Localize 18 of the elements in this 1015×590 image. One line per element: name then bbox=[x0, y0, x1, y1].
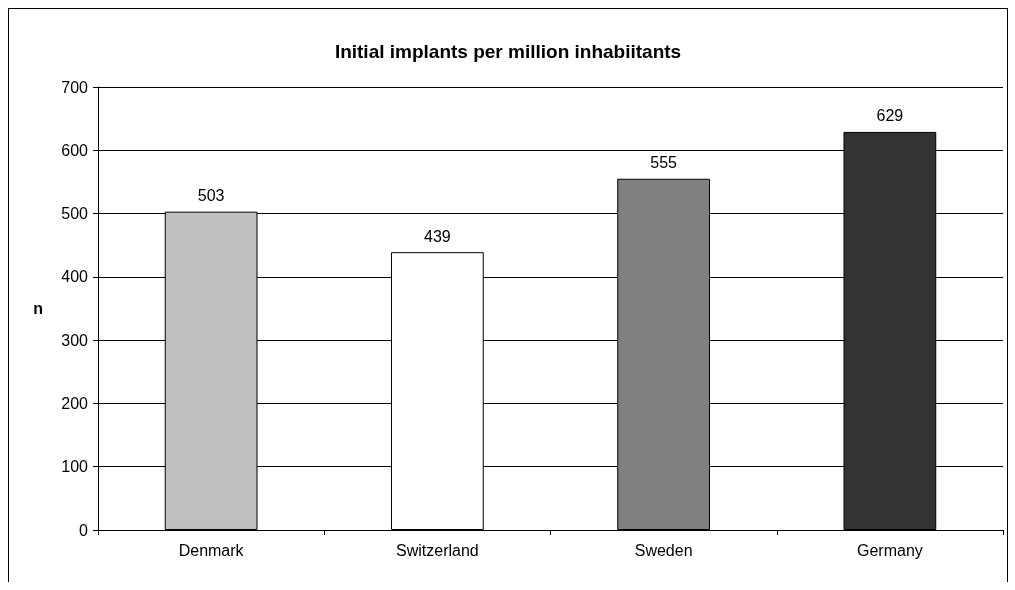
y-tick-label: 500 bbox=[61, 205, 89, 223]
x-tick-label: Sweden bbox=[634, 541, 693, 559]
data-label: 555 bbox=[650, 154, 678, 172]
data-label: 439 bbox=[424, 227, 451, 245]
y-tick-label: 0 bbox=[79, 521, 89, 539]
x-tick-label: Switzerland bbox=[396, 541, 479, 559]
y-tick-label: 700 bbox=[61, 78, 89, 96]
y-tick-label: 200 bbox=[61, 394, 89, 412]
y-tick-label: 100 bbox=[61, 458, 89, 476]
data-label: 503 bbox=[197, 187, 225, 205]
x-tick-label: Germany bbox=[856, 541, 923, 559]
y-axis-title: n bbox=[33, 300, 43, 317]
y-tick-label: 600 bbox=[61, 141, 89, 159]
y-tick-label: 400 bbox=[61, 268, 89, 286]
chart-title: Initial implants per million inhabiitants bbox=[334, 41, 682, 62]
x-tick-label: Denmark bbox=[178, 541, 245, 559]
y-tick-label: 300 bbox=[61, 331, 89, 349]
data-label: 629 bbox=[876, 107, 904, 125]
